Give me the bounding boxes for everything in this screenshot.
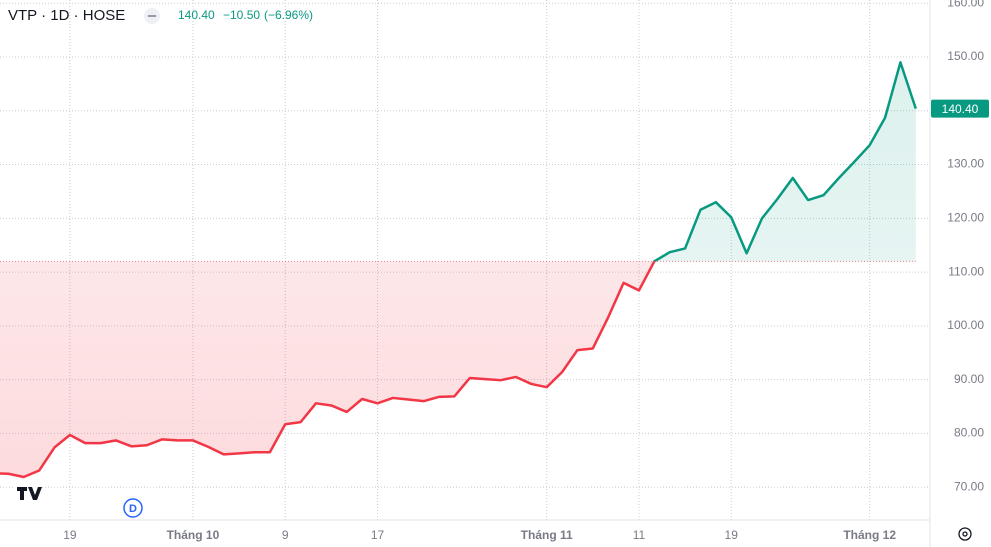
price-line-down: [0, 261, 657, 479]
x-tick-label: 19: [725, 528, 739, 542]
symbol-title: VTP · 1D · HOSE: [8, 7, 125, 24]
x-tick-label: 11: [633, 528, 646, 542]
x-tick-label: 19: [63, 528, 77, 542]
dividend-marker[interactable]: D: [123, 498, 143, 518]
x-tick-label: Tháng 10: [167, 528, 220, 542]
last-price: 140.40: [178, 8, 215, 22]
price-change-pct: (−6.96%): [264, 8, 313, 22]
y-tick-label: 110.00: [948, 264, 984, 278]
y-tick-label: 160.00: [947, 0, 984, 9]
y-tick-label: 120.00: [947, 210, 984, 224]
last-price-badge: [931, 99, 989, 118]
area-up: [0, 62, 916, 262]
y-tick-label: 150.00: [947, 49, 984, 63]
y-tick-label: 90.00: [954, 372, 984, 386]
y-tick-label: 130.00: [947, 157, 984, 171]
svg-text:D: D: [129, 503, 137, 515]
price-line-up: [652, 61, 917, 262]
y-tick-label: 80.00: [954, 426, 984, 440]
x-tick-label: 9: [282, 528, 289, 542]
price-change: −10.50: [223, 8, 260, 22]
settings-button[interactable]: [958, 527, 972, 541]
y-tick-label: 70.00: [954, 479, 984, 493]
x-tick-label: 17: [371, 528, 385, 542]
area-down: [0, 261, 655, 477]
y-tick-label: 100.00: [947, 318, 984, 332]
x-tick-label: Tháng 12: [843, 528, 896, 542]
tv-logo[interactable]: [14, 482, 42, 504]
x-tick-label: Tháng 11: [521, 528, 573, 542]
last-price-badge-label: 140.40: [942, 102, 979, 116]
